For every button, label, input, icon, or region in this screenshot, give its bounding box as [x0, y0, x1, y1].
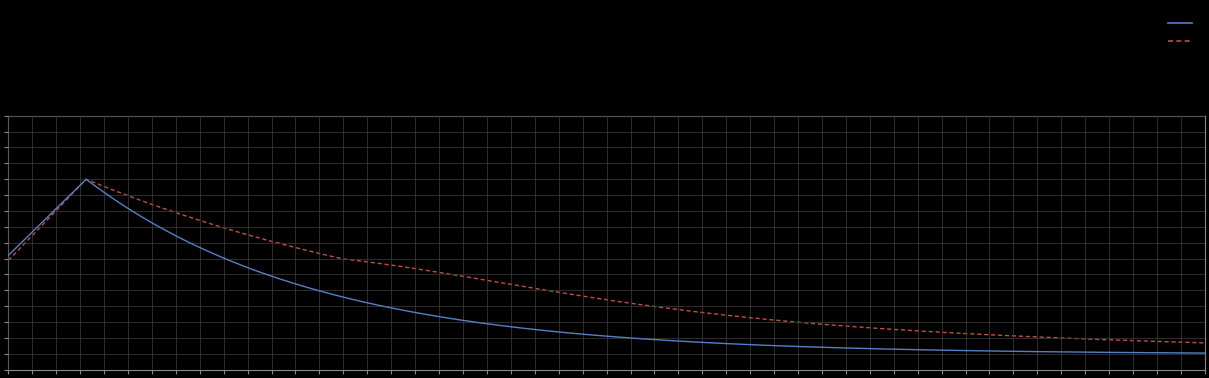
Legend: , : , [1168, 19, 1201, 47]
